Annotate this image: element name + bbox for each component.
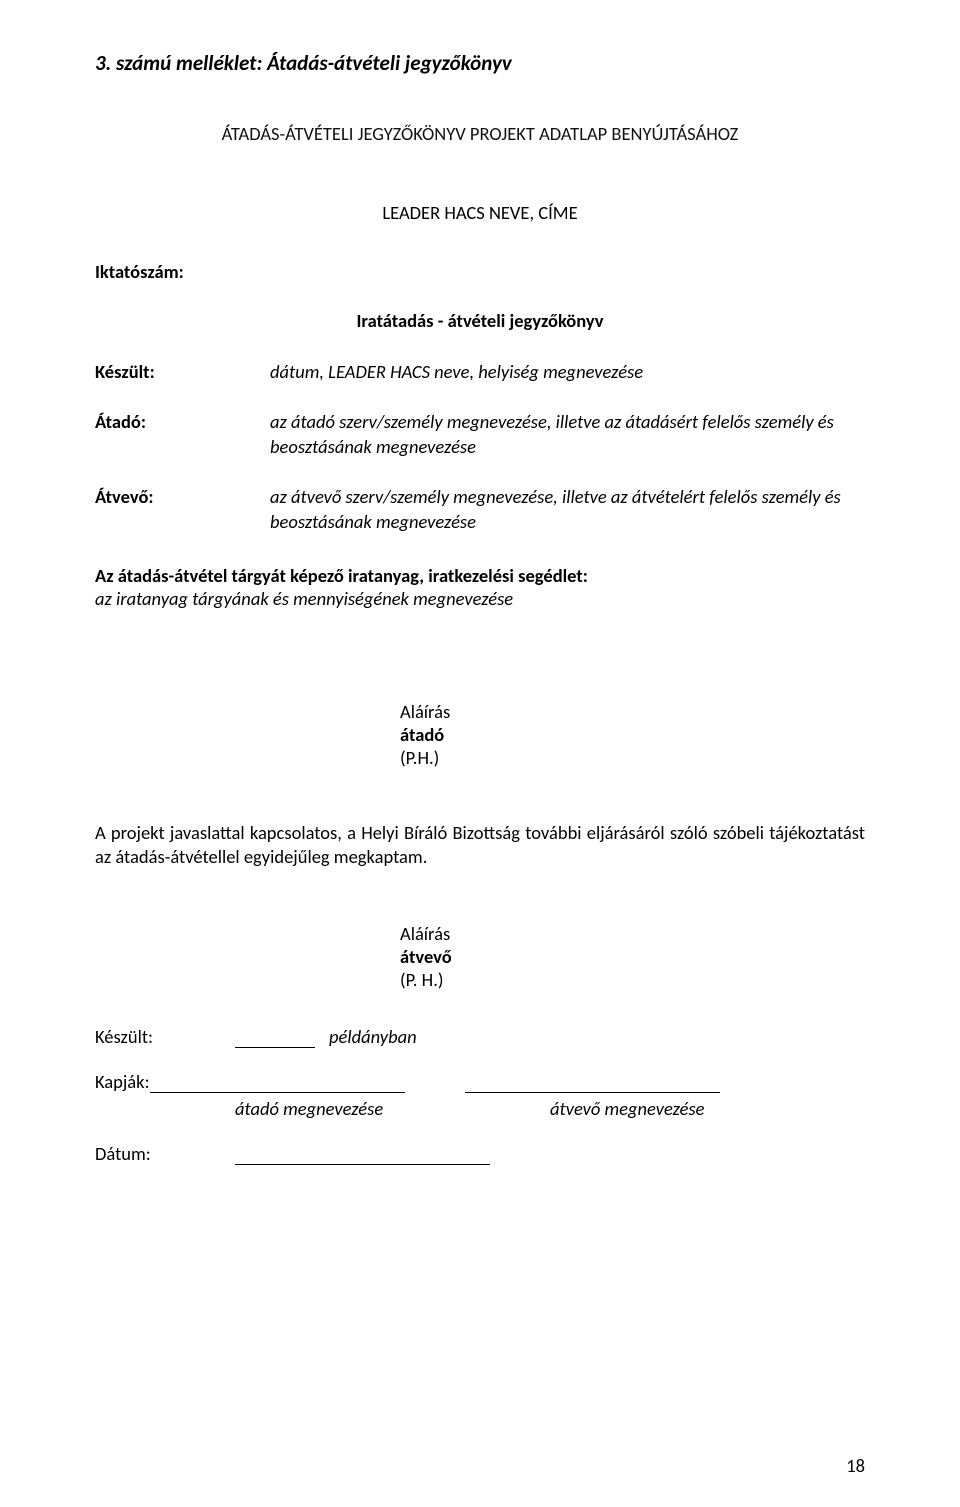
page-number: 18 xyxy=(846,1454,865,1477)
row-atvevo-label: Átvevő: xyxy=(95,485,270,534)
sig2-ph: (P. H.) xyxy=(400,968,865,991)
row-atado-label: Átadó: xyxy=(95,410,270,459)
row-keszult-value: dátum, LEADER HACS neve, helyiség megnev… xyxy=(270,360,643,384)
paragraph-tajekoztatas: A projekt javaslattal kapcsolatos, a Hel… xyxy=(95,821,865,870)
center-line: LEADER HACS NEVE, CÍME xyxy=(95,201,865,224)
row-atado: Átadó: az átadó szerv/személy megnevezés… xyxy=(95,410,865,459)
bottom-kapjak-label: Kapják: xyxy=(95,1070,150,1093)
bottom-kapjak-col2: átvevő megnevezése xyxy=(550,1097,705,1120)
underline-mid-1 xyxy=(150,1075,405,1093)
sig1-ph: (P.H.) xyxy=(400,746,865,769)
sig2-atvevo: átvevő xyxy=(400,945,865,968)
underline-mid-2 xyxy=(465,1075,720,1093)
bottom-rows: Készült: példányban Kapják: átadó megnev… xyxy=(95,1025,865,1165)
underline-short xyxy=(235,1030,315,1048)
sig2-alairas: Aláírás xyxy=(400,922,865,945)
iktatoszam-label: Iktatószám: xyxy=(95,260,865,283)
row-keszult: Készült: dátum, LEADER HACS neve, helyis… xyxy=(95,360,865,384)
bottom-keszult-label: Készült: xyxy=(95,1025,235,1048)
center-bold-heading: Iratátadás - átvételi jegyzőkönyv xyxy=(95,309,865,332)
bottom-kapjak: Kapják: átadó megnevezése átvevő megneve… xyxy=(95,1070,865,1120)
bottom-kapjak-col1: átadó megnevezése xyxy=(235,1097,550,1120)
signature-block-atado: Aláírás átadó (P.H.) xyxy=(400,700,865,769)
row-atado-value: az átadó szerv/személy megnevezése, ille… xyxy=(270,410,865,459)
underline-mid-3 xyxy=(235,1147,490,1165)
sig1-atado: átadó xyxy=(400,723,865,746)
bottom-keszult-after: példányban xyxy=(329,1025,417,1048)
signature-block-atvevo: Aláírás átvevő (P. H.) xyxy=(400,922,865,991)
section-bold: Az átadás-átvétel tárgyát képező iratany… xyxy=(95,564,865,587)
sig1-alairas: Aláírás xyxy=(400,700,865,723)
section-italic: az iratanyag tárgyának és mennyiségének … xyxy=(95,587,865,610)
doc-subtitle: ÁTADÁS-ÁTVÉTELI JEGYZŐKÖNYV PROJEKT ADAT… xyxy=(95,122,865,145)
row-atvevo-value: az átvevő szerv/személy megnevezése, ill… xyxy=(270,485,865,534)
row-keszult-label: Készült: xyxy=(95,360,270,384)
bottom-keszult: Készült: példányban xyxy=(95,1025,865,1048)
bottom-datum-label: Dátum: xyxy=(95,1142,235,1165)
attachment-title: 3. számú melléklet: Átadás-átvételi jegy… xyxy=(95,50,865,76)
row-atvevo: Átvevő: az átvevő szerv/személy megnevez… xyxy=(95,485,865,534)
bottom-datum: Dátum: xyxy=(95,1142,865,1165)
